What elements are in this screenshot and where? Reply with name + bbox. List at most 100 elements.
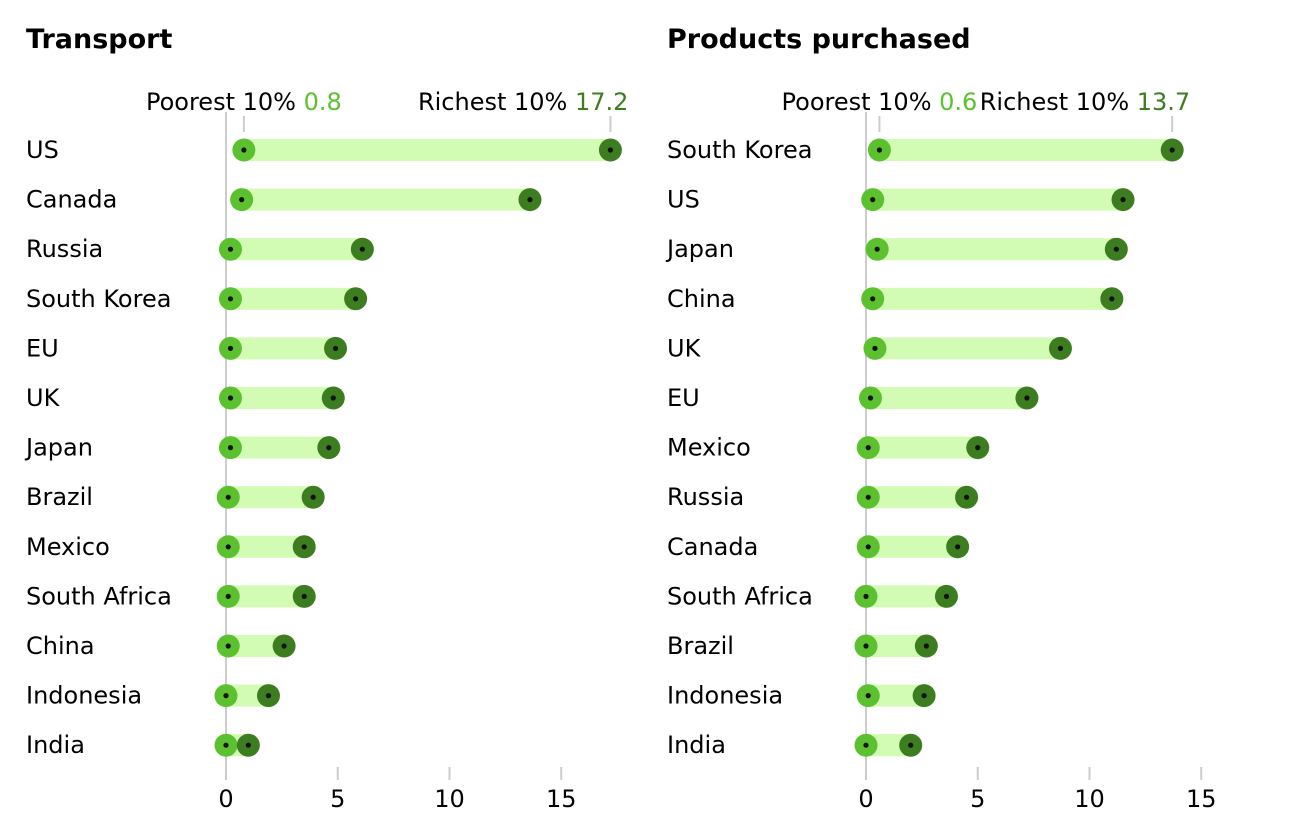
data-row: Brazil [667, 632, 938, 660]
legend-richest: Richest 10% 13.7 [980, 88, 1190, 116]
x-tick-label: 15 [1186, 785, 1217, 813]
x-tick-label: 10 [434, 785, 465, 813]
data-row: UK [26, 384, 345, 412]
richest-marker-center [330, 395, 336, 401]
legend-poorest: Poorest 10% 0.6 [782, 88, 978, 116]
data-row: Brazil [26, 483, 325, 511]
category-label: UK [26, 384, 61, 412]
range-band [872, 287, 1112, 310]
category-label: Mexico [667, 434, 751, 462]
range-band [230, 337, 336, 360]
range-band [868, 486, 967, 509]
data-row: South Korea [667, 136, 1184, 164]
richest-marker-center [301, 544, 307, 550]
poorest-marker-center [225, 593, 231, 600]
data-row: China [667, 285, 1124, 313]
poorest-marker-center [870, 197, 876, 203]
data-row: EU [26, 334, 348, 362]
chart-panel-transport: Transport 0 5 10 15 Poorest 10% 0.8 Richest 10… [24, 24, 628, 813]
category-label: South Africa [26, 582, 172, 610]
range-band [868, 535, 958, 558]
data-row: US [26, 136, 622, 164]
poorest-marker-center [227, 445, 234, 451]
poorest-marker-center [863, 742, 869, 748]
richest-marker-center [301, 593, 307, 600]
richest-marker-center [359, 246, 365, 252]
x-tick-label: 15 [546, 785, 577, 813]
legend-richest-value: 13.7 [1137, 88, 1190, 116]
category-label: Mexico [26, 533, 110, 561]
range-band [243, 139, 611, 161]
range-band [866, 635, 927, 657]
data-row: Russia [26, 235, 374, 263]
poorest-marker-center [223, 693, 229, 699]
legend-richest-label: Richest 10% [418, 88, 575, 116]
data-row: Mexico [667, 434, 990, 462]
poorest-marker-center [223, 742, 229, 748]
category-label: Canada [667, 533, 758, 561]
richest-marker-center [943, 593, 950, 600]
range-band [877, 238, 1117, 261]
poorest-marker-center [865, 693, 871, 699]
range-band [230, 287, 356, 310]
richest-marker-center [245, 742, 251, 748]
legend-richest: Richest 10% 17.2 [418, 88, 628, 116]
category-label: South Korea [667, 136, 812, 164]
chart-title: Transport [26, 24, 172, 55]
data-row: India [667, 731, 923, 759]
category-label: Japan [24, 434, 93, 462]
poorest-marker-center [863, 593, 869, 600]
poorest-marker-center [239, 197, 245, 203]
data-row: Japan [24, 434, 341, 462]
poorest-marker-center [863, 643, 869, 649]
category-label: Canada [26, 186, 117, 214]
category-label: UK [667, 334, 702, 362]
data-row: EU [667, 384, 1039, 412]
data-row: US [667, 186, 1135, 214]
category-label: South Korea [26, 285, 171, 313]
category-label: US [26, 136, 59, 164]
richest-marker-center [908, 742, 914, 748]
data-row: South Korea [26, 285, 368, 313]
data-row: Russia [667, 483, 979, 511]
category-label: China [667, 285, 736, 313]
poorest-marker-center [225, 544, 231, 550]
category-label: Indonesia [26, 682, 142, 710]
richest-marker-center [527, 197, 533, 203]
poorest-marker-center [867, 395, 874, 401]
legend-poorest: Poorest 10% 0.8 [146, 88, 342, 116]
richest-marker-center [265, 693, 272, 699]
richest-marker-center [1109, 296, 1115, 302]
richest-marker-center [310, 494, 316, 500]
data-row: Indonesia [667, 682, 936, 710]
richest-marker-center [332, 345, 339, 351]
range-band [866, 734, 911, 757]
x-tick-label: 5 [970, 785, 985, 813]
richest-marker-center [923, 643, 929, 649]
category-label: South Africa [667, 582, 813, 610]
poorest-marker-center [225, 643, 231, 649]
range-band [228, 585, 305, 608]
poorest-marker-center [225, 494, 231, 500]
richest-marker-center [955, 544, 961, 550]
category-label: EU [667, 384, 700, 412]
range-band [241, 188, 530, 211]
category-label: US [667, 186, 700, 214]
poorest-marker-center [872, 345, 878, 351]
data-row: Mexico [26, 533, 316, 561]
range-band [226, 684, 269, 707]
category-label: Indonesia [667, 682, 783, 710]
range-band [874, 337, 1061, 360]
legend-poorest-label: Poorest 10% [146, 88, 304, 116]
richest-marker-center [607, 147, 614, 153]
legend-poorest-value: 0.8 [304, 88, 342, 116]
richest-marker-center [963, 494, 970, 500]
richest-marker-center [1057, 345, 1064, 351]
poorest-marker-center [865, 544, 871, 550]
range-band [228, 635, 285, 657]
data-row: Canada [667, 533, 970, 561]
range-band [228, 486, 314, 509]
legend-poorest-value: 0.6 [939, 88, 977, 116]
